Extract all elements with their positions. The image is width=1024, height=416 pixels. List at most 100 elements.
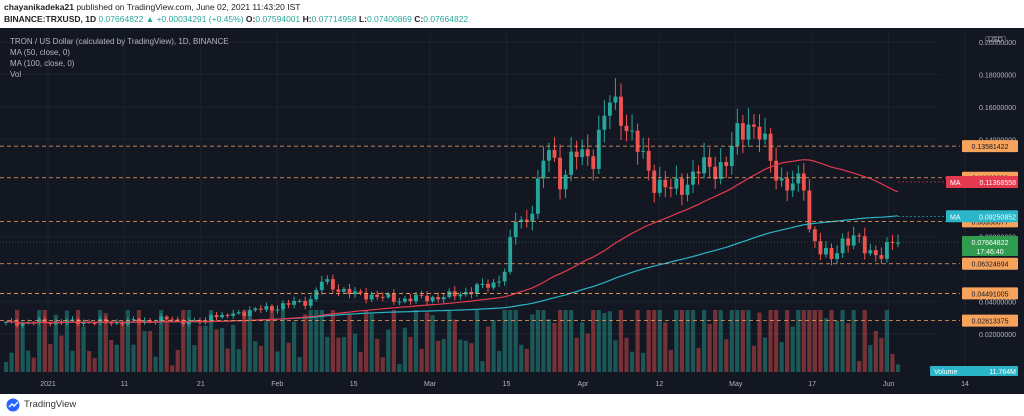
candle-body: [386, 293, 391, 298]
low-label: L:: [358, 14, 367, 24]
volume-bar: [757, 312, 762, 372]
volume-bar: [596, 310, 601, 372]
volume-bar: [436, 340, 441, 372]
candle-body: [873, 250, 878, 256]
volume-bar: [696, 347, 701, 372]
candle-body: [735, 123, 740, 146]
candle-body: [314, 289, 319, 300]
volume-bar: [214, 329, 219, 372]
candle-body: [497, 281, 502, 283]
volume-bar: [408, 336, 413, 372]
volume-bar: [768, 310, 773, 372]
candle-body: [474, 284, 479, 294]
volume-bar: [170, 365, 175, 372]
footer-bar: TradingView: [0, 394, 1024, 416]
volume-bar: [779, 342, 784, 372]
volume-bar: [519, 344, 524, 372]
volume-bar: [303, 314, 308, 372]
volume-bar: [785, 310, 790, 372]
candle-body: [613, 96, 618, 103]
candle-body: [292, 300, 297, 305]
volume-bar: [42, 310, 47, 372]
volume-bar: [679, 310, 685, 372]
legend-volume[interactable]: Vol: [10, 70, 22, 79]
candle-body: [862, 236, 867, 254]
candle-body: [624, 125, 629, 132]
candle-body: [807, 190, 812, 230]
volume-bar: [247, 310, 252, 372]
candle-body: [375, 294, 380, 297]
ohlc-row: BINANCE:TRXUSD, 1D 0.07664822 ▲ +0.00034…: [4, 14, 468, 25]
candle-body: [369, 294, 374, 300]
candle-body: [558, 157, 562, 190]
volume-bar: [231, 324, 236, 372]
price-chart[interactable]: 2021 11 21 Feb 15 Mar 15 Apr 12 May 17 Jun 14 0.20000…: [0, 28, 1024, 394]
volume-bar: [774, 310, 779, 372]
volume-bar: [397, 364, 402, 372]
candle-body: [441, 297, 446, 300]
volume-bar: [729, 310, 734, 372]
volume-bar: [402, 327, 408, 372]
volume-bar: [81, 326, 86, 372]
volume-bar: [485, 326, 491, 372]
candle-body: [884, 242, 889, 259]
volume-bar: [159, 310, 164, 372]
volume-bar: [657, 310, 662, 372]
candle-body: [186, 320, 191, 325]
candle-body: [801, 173, 806, 191]
candle-body: [419, 294, 424, 296]
volume-bar: [275, 351, 280, 372]
volume-bar: [746, 310, 751, 372]
volume-bar: [552, 322, 557, 372]
currency-badge[interactable]: USD: [985, 36, 1006, 45]
legend-ma50[interactable]: MA (50, close, 0): [10, 48, 71, 57]
chart-area[interactable]: 2021 11 21 Feb 15 Mar 15 Apr 12 May 17 Jun 14 0.20000…: [0, 28, 1024, 394]
volume-bar: [48, 344, 53, 372]
volume-bar: [142, 331, 147, 372]
volume-bar: [269, 310, 275, 372]
volume-bar: [75, 310, 81, 372]
volume-bar: [291, 321, 297, 372]
candle-body: [657, 179, 662, 193]
volume-bar: [197, 326, 203, 372]
candle-body: [491, 282, 496, 288]
last-price-badge: [962, 235, 1018, 256]
candle-body: [258, 308, 263, 310]
author-name[interactable]: chayanikadeka21: [4, 2, 74, 12]
volume-bar: [20, 324, 25, 372]
level-value: 0.08938677: [972, 219, 1009, 226]
candle-body: [170, 319, 175, 321]
volume-bar: [491, 319, 496, 372]
volume-bar: [181, 310, 186, 372]
volume-bar: [574, 337, 579, 372]
candle-body: [253, 308, 258, 311]
candle-body: [846, 238, 851, 246]
y-tick-label: 0.18000000: [979, 73, 1016, 80]
candle-body: [402, 298, 407, 302]
volume-value: 11.764M: [989, 369, 1016, 376]
volume-bar: [136, 310, 142, 372]
candle-body: [691, 171, 695, 185]
volume-bar: [862, 310, 867, 372]
volume-bar: [674, 310, 679, 372]
x-tick-label: 14: [961, 381, 969, 388]
volume-bar: [812, 310, 817, 372]
volume-bar: [591, 310, 596, 372]
candle-body: [319, 281, 324, 290]
candle-body: [519, 219, 524, 222]
volume-bar: [253, 341, 258, 372]
volume-label: Volume: [934, 369, 957, 376]
candle-body: [679, 178, 684, 195]
x-tick-label: Apr: [577, 381, 589, 388]
legend-ma100[interactable]: MA (100, close, 0): [10, 59, 75, 68]
volume-bar: [624, 337, 629, 372]
candle-body: [713, 166, 718, 180]
candle-body: [430, 297, 435, 302]
candle-body: [663, 179, 668, 188]
candle-body: [630, 130, 635, 132]
volume-bar: [325, 336, 330, 372]
volume-bar: [192, 345, 197, 372]
candle-body: [812, 229, 817, 242]
candle-body: [92, 322, 97, 324]
volume-bar: [463, 340, 468, 372]
